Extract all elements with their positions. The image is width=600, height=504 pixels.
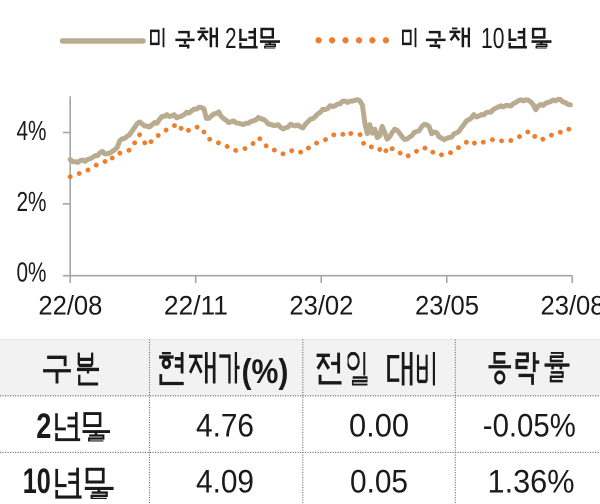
svg-text:2%: 2% [17,186,47,217]
svg-text:4%: 4% [17,115,47,146]
svg-text:0.05: 0.05 [350,464,408,500]
svg-text:4.09: 4.09 [196,464,254,500]
svg-text:23/05: 23/05 [415,291,479,321]
svg-text:22/08: 22/08 [38,291,102,321]
svg-text:(%): (%) [242,353,289,391]
svg-text:1.36%: 1.36% [488,464,575,500]
svg-text:23/02: 23/02 [289,291,353,321]
svg-text:4.76: 4.76 [196,408,254,444]
svg-text:23/08: 23/08 [541,291,600,321]
svg-text:0.00: 0.00 [349,408,409,444]
svg-text:10: 10 [481,23,504,55]
svg-text:-0.05%: -0.05% [483,408,576,444]
svg-text:10: 10 [23,462,51,501]
svg-text:0%: 0% [17,257,47,288]
svg-text:22/11: 22/11 [164,291,228,321]
svg-text:2: 2 [225,23,236,55]
svg-text:2: 2 [36,407,51,446]
